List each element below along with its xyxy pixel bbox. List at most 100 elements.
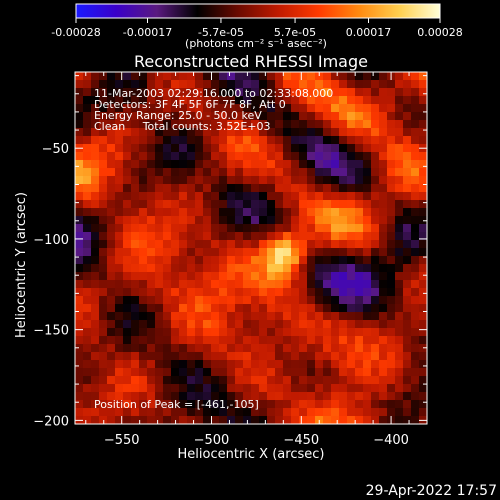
heatmap-cell xyxy=(323,80,332,89)
heatmap-cell xyxy=(147,152,156,161)
heatmap-cell xyxy=(419,152,427,161)
heatmap-cell xyxy=(123,344,132,353)
heatmap-cell xyxy=(139,376,148,385)
heatmap-cell xyxy=(387,408,396,417)
heatmap-cell xyxy=(139,200,148,209)
heatmap-cell xyxy=(235,152,244,161)
heatmap-cell xyxy=(195,304,204,313)
heatmap-cell xyxy=(283,360,292,369)
heatmap-cell xyxy=(259,120,268,129)
heatmap-cell xyxy=(155,360,164,369)
heatmap-cell xyxy=(123,336,132,345)
heatmap-cell xyxy=(387,400,396,409)
heatmap-cell xyxy=(91,352,100,361)
heatmap-cell xyxy=(299,232,308,241)
heatmap-cell xyxy=(195,248,204,257)
colorbar-tick-label: 5.7e-05 xyxy=(274,26,316,39)
heatmap-cell xyxy=(379,400,388,409)
heatmap-cell xyxy=(411,368,420,377)
heatmap-cell xyxy=(107,104,116,113)
heatmap-cell xyxy=(411,192,420,201)
heatmap-cell xyxy=(403,184,412,193)
heatmap-cell xyxy=(99,80,108,89)
heatmap-cell xyxy=(131,104,140,113)
heatmap-cell xyxy=(275,248,284,257)
heatmap-cell xyxy=(123,352,132,361)
heatmap-cell xyxy=(163,392,172,401)
heatmap-cell xyxy=(291,160,300,169)
heatmap-cell xyxy=(411,184,420,193)
heatmap-cell xyxy=(107,392,116,401)
heatmap-cell xyxy=(419,72,427,81)
heatmap-cell xyxy=(155,72,164,81)
heatmap-cell xyxy=(83,384,92,393)
heatmap-cell xyxy=(227,176,236,185)
heatmap-cell xyxy=(203,328,212,337)
heatmap-cell xyxy=(267,408,276,417)
heatmap-cell xyxy=(275,384,284,393)
heatmap-cell xyxy=(347,304,356,313)
heatmap-cell xyxy=(307,280,316,289)
heatmap-cell xyxy=(363,232,372,241)
heatmap-cell xyxy=(323,384,332,393)
heatmap-cell xyxy=(299,88,308,97)
heatmap-cell xyxy=(155,296,164,305)
heatmap-cell xyxy=(91,200,100,209)
heatmap-cell xyxy=(243,208,252,217)
heatmap-cell xyxy=(131,336,140,345)
heatmap-cell xyxy=(107,296,116,305)
heatmap-cell xyxy=(123,376,132,385)
heatmap-cell xyxy=(155,376,164,385)
heatmap-cell xyxy=(203,152,212,161)
heatmap-cell xyxy=(403,224,412,233)
heatmap-cell xyxy=(283,304,292,313)
heatmap-cell xyxy=(227,384,236,393)
heatmap-cell xyxy=(403,408,412,417)
heatmap-cell xyxy=(291,320,300,329)
heatmap-cell xyxy=(363,160,372,169)
heatmap-cell xyxy=(235,248,244,257)
heatmap-cell xyxy=(187,336,196,345)
heatmap-cell xyxy=(347,416,356,424)
heatmap-cell xyxy=(387,312,396,321)
heatmap-cell xyxy=(123,384,132,393)
heatmap-cell xyxy=(211,360,220,369)
heatmap-cell xyxy=(395,112,404,121)
colorbar-tick-label: -5.7e-05 xyxy=(198,26,244,39)
heatmap-cell xyxy=(379,288,388,297)
heatmap-cell xyxy=(371,264,380,273)
heatmap-cell xyxy=(123,256,132,265)
heatmap-cell xyxy=(75,408,84,417)
heatmap-cell xyxy=(195,112,204,121)
heatmap-cell xyxy=(315,360,324,369)
heatmap-cell xyxy=(91,176,100,185)
heatmap-cell xyxy=(251,192,260,201)
heatmap-cell xyxy=(275,392,284,401)
heatmap-cell xyxy=(115,272,124,281)
heatmap-cell xyxy=(163,136,172,145)
heatmap-cell xyxy=(107,184,116,193)
heatmap-cell xyxy=(243,272,252,281)
heatmap-cell xyxy=(355,416,364,424)
heatmap-cell xyxy=(211,136,220,145)
heatmap-cell xyxy=(203,200,212,209)
heatmap-cell xyxy=(195,408,204,417)
heatmap-cell xyxy=(315,216,324,225)
heatmap-cell xyxy=(315,152,324,161)
heatmap-cell xyxy=(371,96,380,105)
heatmap-cell xyxy=(147,72,156,81)
heatmap-cell xyxy=(219,336,228,345)
heatmap-cell xyxy=(147,120,156,129)
heatmap-cell xyxy=(283,72,292,81)
heatmap-cell xyxy=(219,320,228,329)
heatmap-cell xyxy=(107,200,116,209)
heatmap-cell xyxy=(163,176,172,185)
heatmap-cell xyxy=(419,360,427,369)
heatmap-cell xyxy=(259,152,268,161)
heatmap-cell xyxy=(307,152,316,161)
heatmap-cell xyxy=(83,248,92,257)
heatmap-cell xyxy=(107,264,116,273)
heatmap-cell xyxy=(339,272,348,281)
heatmap-cell xyxy=(363,136,372,145)
heatmap-cell xyxy=(395,232,404,241)
